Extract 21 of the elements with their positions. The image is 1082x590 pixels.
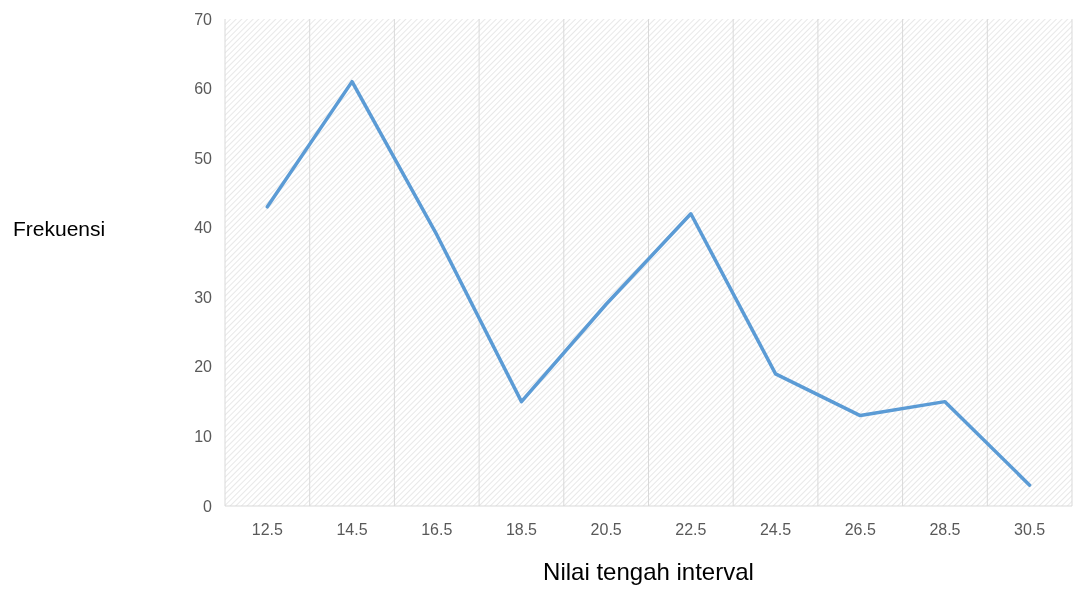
- y-tick-label: 60: [194, 80, 213, 98]
- y-tick-label: 40: [194, 219, 213, 237]
- y-tick-label: 70: [194, 10, 213, 28]
- x-axis-title: Nilai tengah interval: [543, 558, 754, 585]
- y-tick-label: 30: [194, 288, 213, 306]
- x-tick-label: 22.5: [675, 521, 707, 538]
- x-tick-label: 18.5: [505, 521, 538, 538]
- x-tick-label: 12.5: [251, 521, 284, 538]
- x-tick-label: 16.5: [421, 521, 453, 538]
- x-tick-label: 24.5: [759, 521, 792, 538]
- x-tick-label: 30.5: [1014, 521, 1046, 538]
- y-tick-label: 50: [194, 149, 213, 167]
- x-tick-label: 20.5: [590, 521, 622, 538]
- x-tick-label: 28.5: [929, 521, 961, 538]
- line-series: [265, 79, 1032, 487]
- y-tick-label: 20: [194, 358, 213, 376]
- y-tick-label: 10: [194, 428, 213, 446]
- x-tick-label: 14.5: [336, 521, 368, 538]
- y-tick-label: 0: [203, 497, 213, 515]
- y-axis-title: Frekuensi: [13, 217, 106, 240]
- x-tick-label: 26.5: [844, 521, 876, 538]
